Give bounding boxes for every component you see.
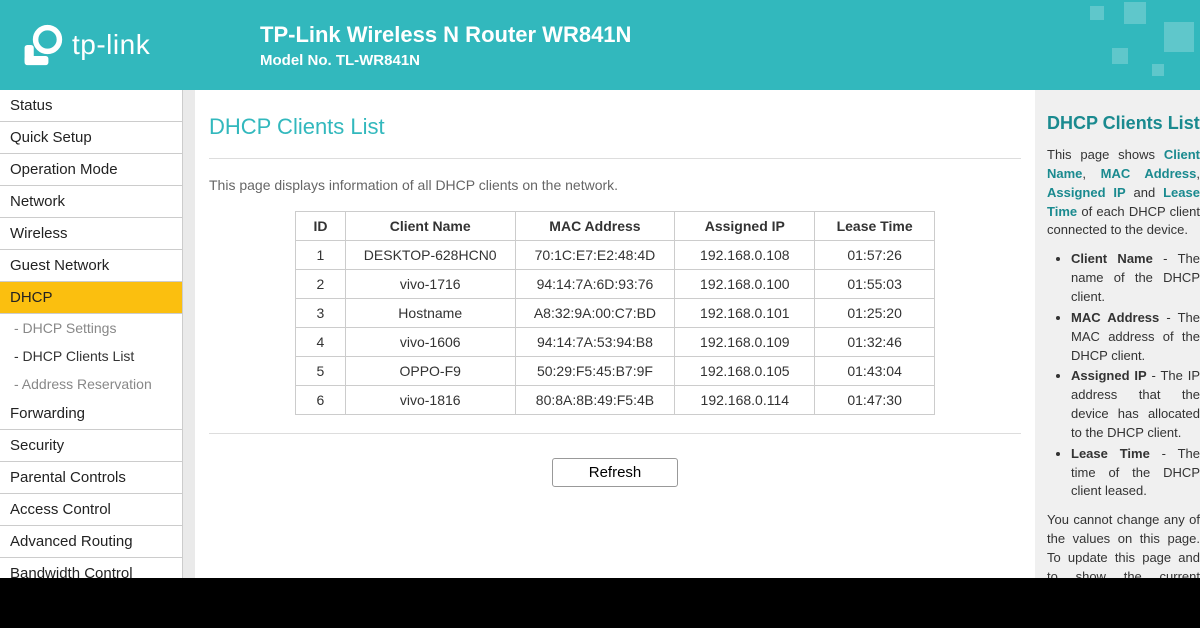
table-cell: A8:32:9A:00:C7:BD (515, 299, 675, 328)
help-bullet: MAC Address - The MAC address of the DHC… (1071, 309, 1200, 366)
header-titles: TP-Link Wireless N Router WR841N Model N… (260, 22, 631, 69)
table-cell: 3 (296, 299, 346, 328)
table-row: 5OPPO-F950:29:F5:45:B7:9F192.168.0.10501… (296, 357, 935, 386)
help-panel: DHCP Clients List This page shows Client… (1035, 90, 1200, 578)
table-cell: OPPO-F9 (345, 357, 515, 386)
sidebar-item-access-control[interactable]: Access Control (0, 494, 182, 526)
sidebar-item-operation-mode[interactable]: Operation Mode (0, 154, 182, 186)
help-footer: You cannot change any of the values on t… (1047, 511, 1200, 578)
help-bullets: Client Name - The name of the DHCP clien… (1071, 250, 1200, 501)
help-bullet: Lease Time - The time of the DHCP client… (1071, 445, 1200, 502)
sidebar-item-security[interactable]: Security (0, 430, 182, 462)
sidebar: Status Quick Setup Operation Mode Networ… (0, 90, 183, 578)
table-header-row: ID Client Name MAC Address Assigned IP L… (296, 212, 935, 241)
header: tp-link TP-Link Wireless N Router WR841N… (0, 0, 1200, 90)
table-cell: vivo-1816 (345, 386, 515, 415)
table-row: 3HostnameA8:32:9A:00:C7:BD192.168.0.1010… (296, 299, 935, 328)
sidebar-item-dhcp[interactable]: DHCP (0, 282, 182, 314)
bottom-bar (0, 578, 1200, 628)
help-kw: MAC Address (1101, 166, 1197, 181)
page-description: This page displays information of all DH… (209, 177, 1021, 193)
tplink-logo-icon (20, 23, 64, 67)
page-title: DHCP Clients List (209, 114, 1021, 140)
brand-text: tp-link (72, 29, 150, 61)
dhcp-clients-table: ID Client Name MAC Address Assigned IP L… (295, 211, 935, 415)
table-cell: 192.168.0.114 (675, 386, 815, 415)
help-bullet: Client Name - The name of the DHCP clien… (1071, 250, 1200, 307)
table-cell: 1 (296, 241, 346, 270)
sidebar-sub-address-reservation[interactable]: - Address Reservation (0, 370, 182, 398)
table-cell: 01:57:26 (815, 241, 935, 270)
sidebar-item-advanced-routing[interactable]: Advanced Routing (0, 526, 182, 558)
help-intro-text: This page shows (1047, 147, 1164, 162)
sidebar-item-wireless[interactable]: Wireless (0, 218, 182, 250)
help-intro: This page shows Client Name, MAC Address… (1047, 146, 1200, 240)
col-ip: Assigned IP (675, 212, 815, 241)
divider-line-2 (209, 433, 1021, 434)
table-cell: vivo-1716 (345, 270, 515, 299)
table-cell: 01:32:46 (815, 328, 935, 357)
table-cell: 192.168.0.109 (675, 328, 815, 357)
sidebar-item-quick-setup[interactable]: Quick Setup (0, 122, 182, 154)
divider (183, 90, 195, 578)
table-cell: 4 (296, 328, 346, 357)
header-decoration (1060, 0, 1200, 90)
table-cell: 192.168.0.108 (675, 241, 815, 270)
table-cell: 80:8A:8B:49:F5:4B (515, 386, 675, 415)
table-cell: 192.168.0.105 (675, 357, 815, 386)
sidebar-item-guest-network[interactable]: Guest Network (0, 250, 182, 282)
table-cell: 01:55:03 (815, 270, 935, 299)
table-row: 1DESKTOP-628HCN070:1C:E7:E2:48:4D192.168… (296, 241, 935, 270)
table-cell: 50:29:F5:45:B7:9F (515, 357, 675, 386)
table-row: 6vivo-181680:8A:8B:49:F5:4B192.168.0.114… (296, 386, 935, 415)
col-lease: Lease Time (815, 212, 935, 241)
table-row: 4vivo-160694:14:7A:53:94:B8192.168.0.109… (296, 328, 935, 357)
table-cell: vivo-1606 (345, 328, 515, 357)
help-bullet: Assigned IP - The IP address that the de… (1071, 367, 1200, 442)
refresh-button[interactable]: Refresh (552, 458, 679, 487)
table-row: 2vivo-171694:14:7A:6D:93:76192.168.0.100… (296, 270, 935, 299)
main-content: DHCP Clients List This page displays inf… (195, 90, 1035, 578)
table-cell: 192.168.0.100 (675, 270, 815, 299)
logo: tp-link (20, 23, 240, 67)
table-cell: 94:14:7A:6D:93:76 (515, 270, 675, 299)
sidebar-item-bandwidth-control[interactable]: Bandwidth Control (0, 558, 182, 578)
sidebar-item-forwarding[interactable]: Forwarding (0, 398, 182, 430)
table-cell: 2 (296, 270, 346, 299)
col-mac: MAC Address (515, 212, 675, 241)
sidebar-sub-dhcp-clients[interactable]: - DHCP Clients List (0, 342, 182, 370)
col-client-name: Client Name (345, 212, 515, 241)
table-wrap: ID Client Name MAC Address Assigned IP L… (209, 211, 1021, 415)
divider-line (209, 158, 1021, 159)
sidebar-item-network[interactable]: Network (0, 186, 182, 218)
header-model: Model No. TL-WR841N (260, 52, 631, 69)
table-cell: 192.168.0.101 (675, 299, 815, 328)
table-cell: 01:47:30 (815, 386, 935, 415)
sidebar-sub-dhcp-settings[interactable]: - DHCP Settings (0, 314, 182, 342)
help-kw: Assigned IP (1047, 185, 1126, 200)
table-cell: DESKTOP-628HCN0 (345, 241, 515, 270)
help-title: DHCP Clients List (1047, 110, 1200, 136)
table-cell: 94:14:7A:53:94:B8 (515, 328, 675, 357)
table-cell: 01:25:20 (815, 299, 935, 328)
table-cell: 6 (296, 386, 346, 415)
sidebar-item-status[interactable]: Status (0, 90, 182, 122)
table-cell: Hostname (345, 299, 515, 328)
header-title: TP-Link Wireless N Router WR841N (260, 22, 631, 48)
table-cell: 01:43:04 (815, 357, 935, 386)
sidebar-item-parental-controls[interactable]: Parental Controls (0, 462, 182, 494)
table-cell: 5 (296, 357, 346, 386)
table-cell: 70:1C:E7:E2:48:4D (515, 241, 675, 270)
container: Status Quick Setup Operation Mode Networ… (0, 90, 1200, 578)
col-id: ID (296, 212, 346, 241)
